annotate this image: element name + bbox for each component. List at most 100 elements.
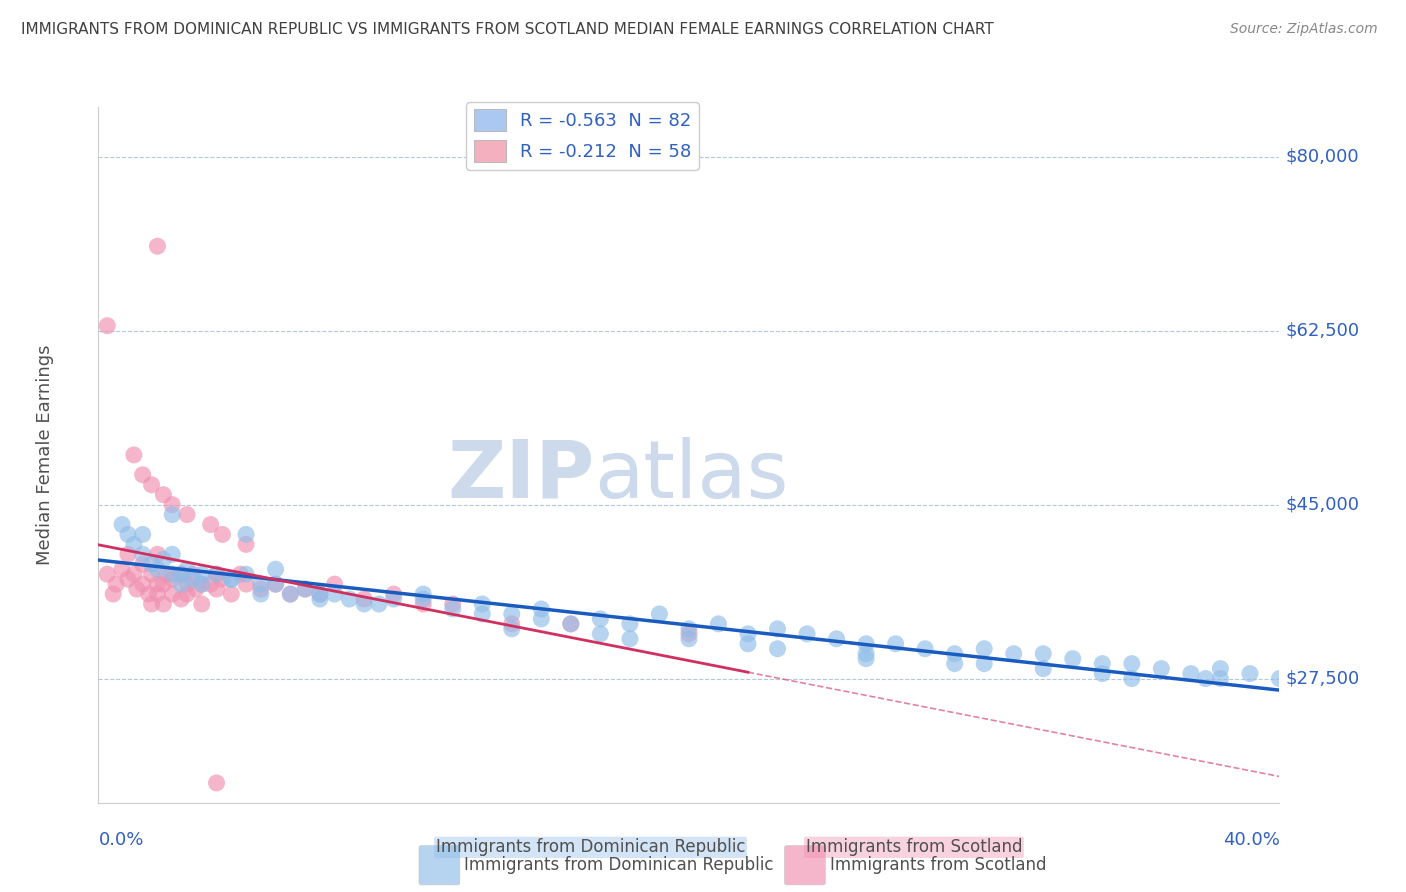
Text: $27,500: $27,500 <box>1285 670 1360 688</box>
Point <box>264 577 287 591</box>
Point <box>211 572 233 586</box>
Point <box>1002 647 1025 661</box>
Point <box>973 641 995 656</box>
Point <box>138 587 160 601</box>
Point <box>1062 651 1084 665</box>
Point <box>146 587 169 601</box>
Point <box>152 552 174 566</box>
Text: IMMIGRANTS FROM DOMINICAN REPUBLIC VS IMMIGRANTS FROM SCOTLAND MEDIAN FEMALE EAR: IMMIGRANTS FROM DOMINICAN REPUBLIC VS IM… <box>21 22 994 37</box>
Text: Median Female Earnings: Median Female Earnings <box>37 344 55 566</box>
Point <box>250 587 273 601</box>
Point <box>200 577 222 591</box>
Point <box>678 632 700 646</box>
Point <box>368 597 391 611</box>
Point <box>132 527 155 541</box>
Point <box>1209 672 1232 686</box>
Point <box>111 562 134 576</box>
Point <box>412 587 434 601</box>
Legend: R = -0.563  N = 82, R = -0.212  N = 58: R = -0.563 N = 82, R = -0.212 N = 58 <box>467 103 699 169</box>
Point <box>309 587 332 601</box>
Point <box>162 498 183 512</box>
Point <box>1239 666 1261 681</box>
Point <box>132 558 155 572</box>
Point <box>1032 647 1054 661</box>
Text: $62,500: $62,500 <box>1285 322 1360 340</box>
Point <box>162 508 183 522</box>
Point <box>235 527 257 541</box>
Point <box>1121 672 1143 686</box>
Point <box>250 582 273 596</box>
Point <box>205 567 228 582</box>
Point <box>250 577 273 591</box>
Point <box>155 567 177 582</box>
Point <box>855 651 877 665</box>
Point <box>184 582 207 596</box>
Point <box>122 448 145 462</box>
Point <box>589 627 612 641</box>
Point <box>294 582 316 596</box>
Point <box>170 592 193 607</box>
Point <box>412 597 434 611</box>
Point <box>339 592 361 607</box>
Point <box>117 547 139 561</box>
Point <box>855 637 877 651</box>
Point <box>280 587 302 601</box>
Point <box>589 612 612 626</box>
Point <box>205 567 228 582</box>
Point <box>1091 657 1114 671</box>
Point <box>766 622 789 636</box>
Point <box>152 577 174 591</box>
Point <box>170 577 193 591</box>
Point <box>141 597 163 611</box>
Point <box>200 517 222 532</box>
Point <box>648 607 671 621</box>
Point <box>471 597 494 611</box>
Point <box>176 508 198 522</box>
Point <box>162 587 183 601</box>
Point <box>309 587 332 601</box>
Point <box>146 239 169 253</box>
Point <box>125 582 148 596</box>
Point <box>105 577 128 591</box>
Point <box>146 577 169 591</box>
Point <box>353 597 375 611</box>
Point <box>825 632 848 646</box>
Point <box>678 627 700 641</box>
Point <box>737 627 759 641</box>
Point <box>152 597 174 611</box>
Point <box>412 592 434 607</box>
Point <box>96 567 118 582</box>
Point <box>737 637 759 651</box>
Point <box>152 488 174 502</box>
Text: Source: ZipAtlas.com: Source: ZipAtlas.com <box>1230 22 1378 37</box>
Point <box>170 567 193 582</box>
Point <box>294 582 316 596</box>
Point <box>191 597 214 611</box>
Point <box>678 622 700 636</box>
Point <box>141 558 163 572</box>
Point <box>132 577 155 591</box>
Point <box>191 577 214 591</box>
Point <box>162 547 183 561</box>
Point <box>501 622 523 636</box>
Point <box>141 477 163 491</box>
Text: Immigrants from Dominican Republic: Immigrants from Dominican Republic <box>464 856 773 874</box>
Text: ZIP: ZIP <box>447 437 595 515</box>
Point <box>132 467 155 482</box>
Point <box>235 577 257 591</box>
Point <box>973 657 995 671</box>
Text: 0.0%: 0.0% <box>98 830 143 848</box>
Point <box>229 567 252 582</box>
Point <box>471 607 494 621</box>
Point <box>146 547 169 561</box>
Point <box>162 572 183 586</box>
Point <box>1150 662 1173 676</box>
Point <box>176 562 198 576</box>
Point <box>855 647 877 661</box>
Point <box>132 547 155 561</box>
Point <box>117 527 139 541</box>
Point <box>205 582 228 596</box>
Point <box>235 567 257 582</box>
Point <box>501 607 523 621</box>
Point <box>146 562 169 576</box>
